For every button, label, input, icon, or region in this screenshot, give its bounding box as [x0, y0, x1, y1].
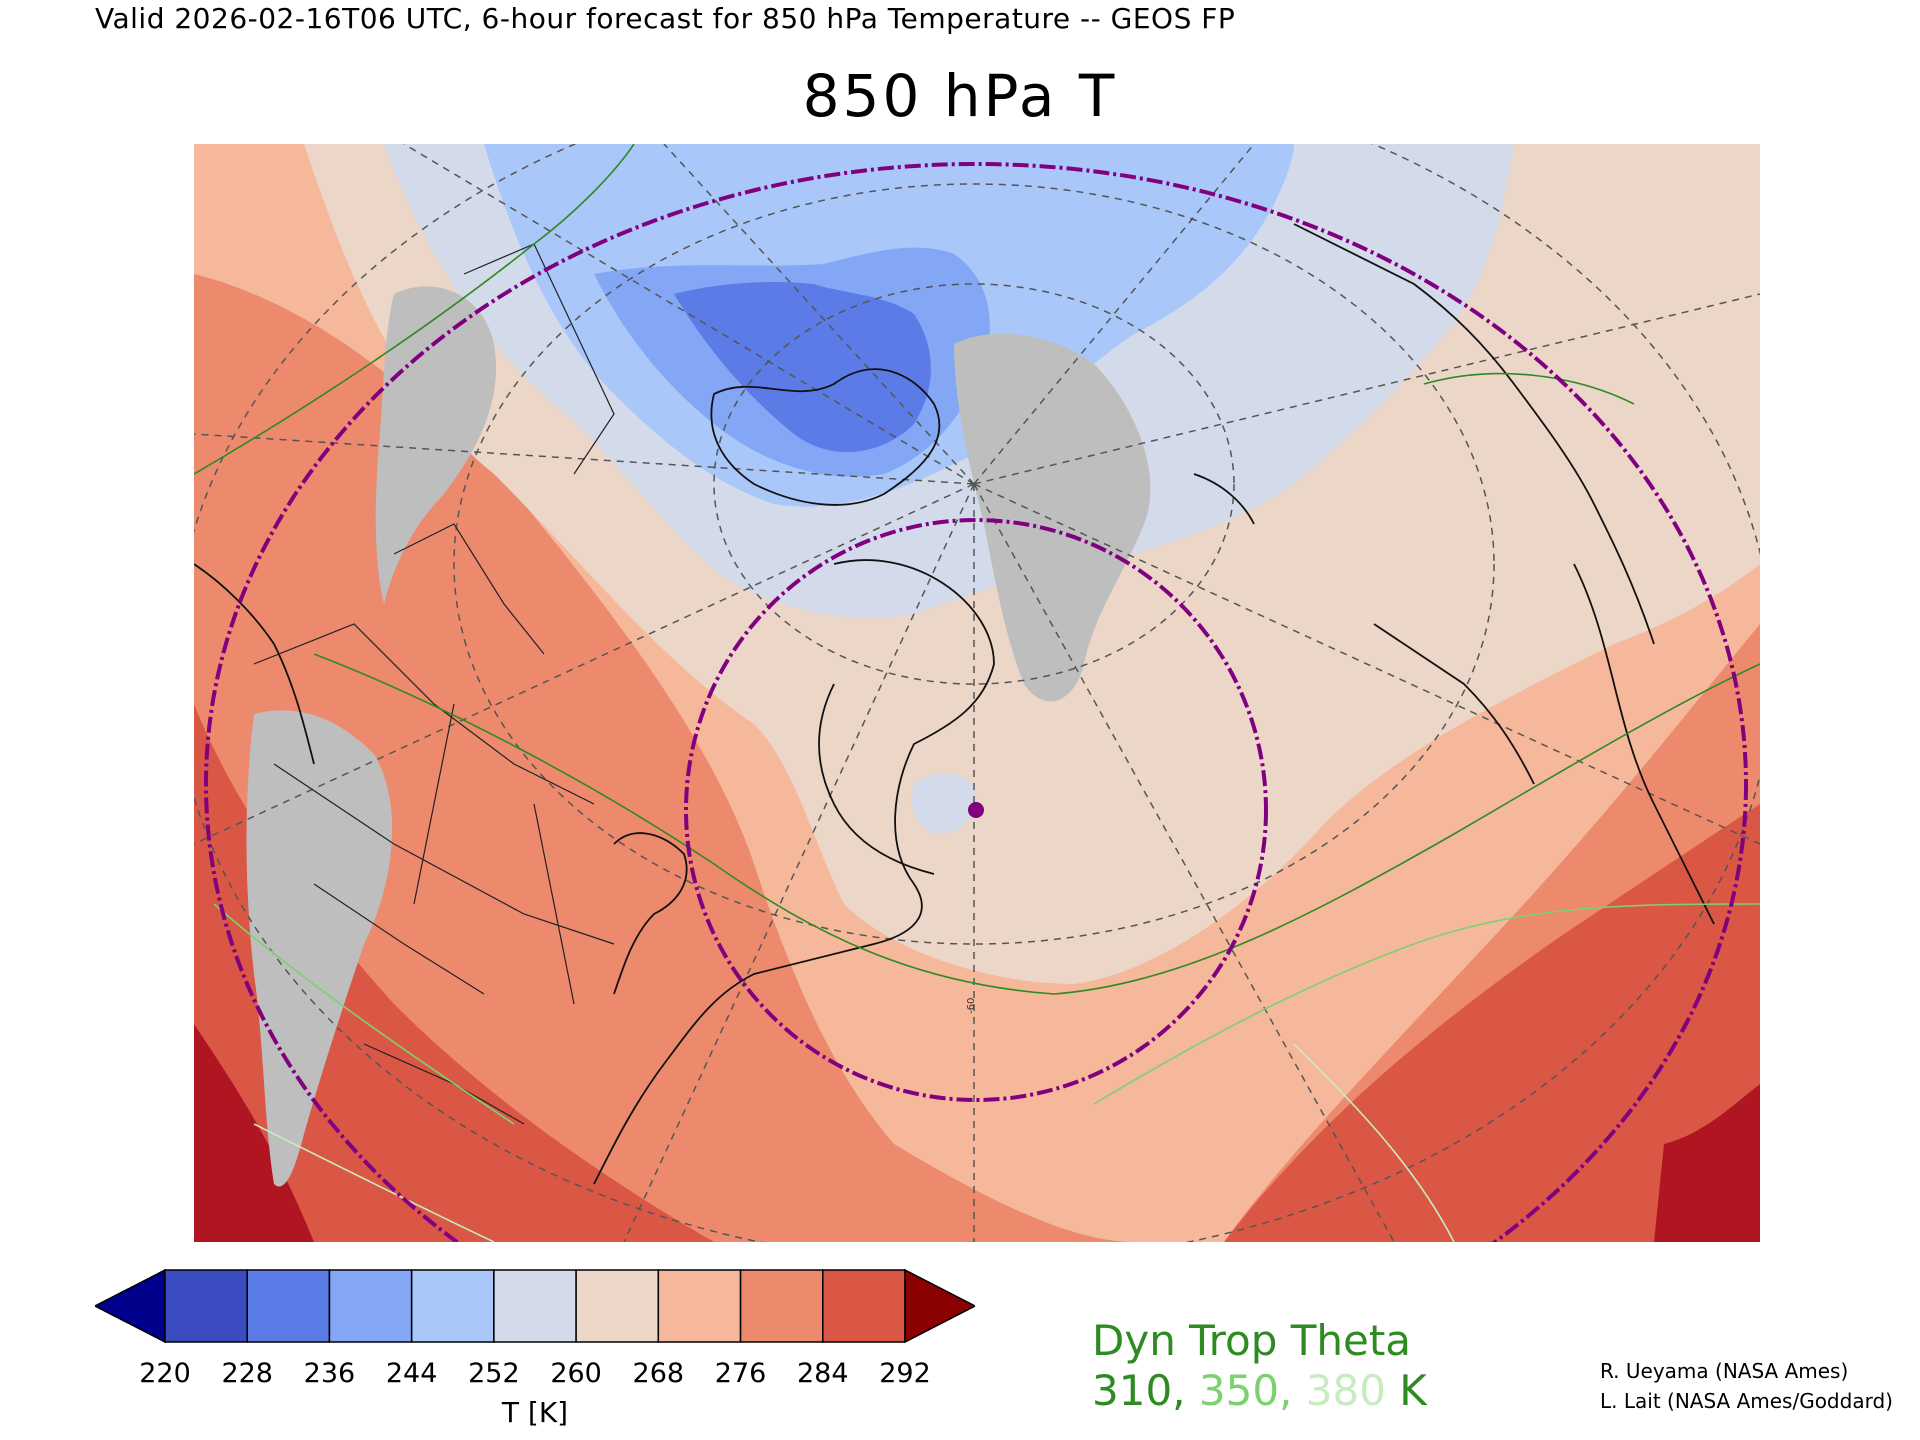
colorbar-box [493, 1269, 577, 1343]
legend-value-310: 310 [1092, 1366, 1173, 1415]
credit-line-1: R. Ueyama (NASA Ames) [1600, 1359, 1849, 1383]
field-band-284 [194, 704, 714, 1242]
credit-line-2: L. Lait (NASA Ames/Goddard) [1600, 1389, 1893, 1413]
colorbar-tick-label: 252 [468, 1358, 520, 1389]
legend-value-380: 380 [1305, 1366, 1386, 1415]
colorbar-box [739, 1269, 824, 1343]
coastlines [194, 223, 1715, 1185]
legend-values: 310, 350, 380 K [1092, 1366, 1427, 1415]
colorbar-low-arrow [93, 1268, 166, 1344]
colorbar-title: T [K] [501, 1396, 569, 1429]
legend-unit: K [1399, 1366, 1427, 1415]
dyn-trop-theta-contours [194, 144, 1760, 1242]
colorbar-box [246, 1269, 331, 1343]
colorbar-tick-label: 220 [139, 1358, 191, 1389]
colorbar-box [657, 1269, 742, 1343]
colorbar-tick-label: 236 [303, 1358, 356, 1389]
colorbar-graphic [93, 1268, 977, 1344]
colorbar-tick-label: 260 [550, 1358, 602, 1389]
field-band-284b [1224, 804, 1760, 1242]
contour-label: -60 [966, 998, 977, 1014]
forecast-valid-line: Valid 2026-02-16T06 UTC, 6-hour forecast… [95, 2, 1236, 35]
colorbar-box [822, 1269, 906, 1343]
colorbar-tick-label: 268 [632, 1358, 685, 1389]
colorbar-tick-label: 228 [221, 1358, 273, 1389]
colorbar-box [575, 1269, 660, 1343]
outer-range-ring [204, 162, 1748, 1242]
hudson-bay-pocket [911, 773, 977, 834]
colorbar-box [328, 1269, 413, 1343]
field-band-292 [194, 1024, 314, 1242]
colorbar-tick-label: 292 [879, 1358, 931, 1389]
political-borders [253, 243, 615, 1125]
colorbar-box [164, 1269, 248, 1343]
legend-title: Dyn Trop Theta [1092, 1316, 1412, 1365]
graticule [194, 144, 1760, 1242]
temperature-map: -60 [194, 144, 1760, 1242]
colorbar-tick-label: 276 [714, 1358, 767, 1389]
field-band-292b [1654, 1084, 1760, 1242]
colorbar-tick-label: 244 [385, 1358, 438, 1389]
map-title: 850 hPa T [802, 62, 1118, 130]
greenland-missing [954, 333, 1151, 702]
legend-value-350: 350 [1198, 1366, 1280, 1415]
credits: R. Ueyama (NASA Ames) L. Lait (NASA Ames… [1600, 1356, 1893, 1416]
colorbar [93, 1266, 977, 1348]
map-canvas: -60 [194, 144, 1760, 1242]
colorbar-tick-label: 284 [796, 1358, 849, 1389]
colorbar-box [410, 1269, 495, 1343]
field-band-236 [674, 282, 931, 453]
range-rings [204, 162, 1748, 1242]
station-marker [968, 802, 984, 818]
colorbar-high-arrow [904, 1268, 977, 1344]
inner-range-ring [684, 518, 1268, 1102]
rockies-missing [246, 710, 393, 1187]
